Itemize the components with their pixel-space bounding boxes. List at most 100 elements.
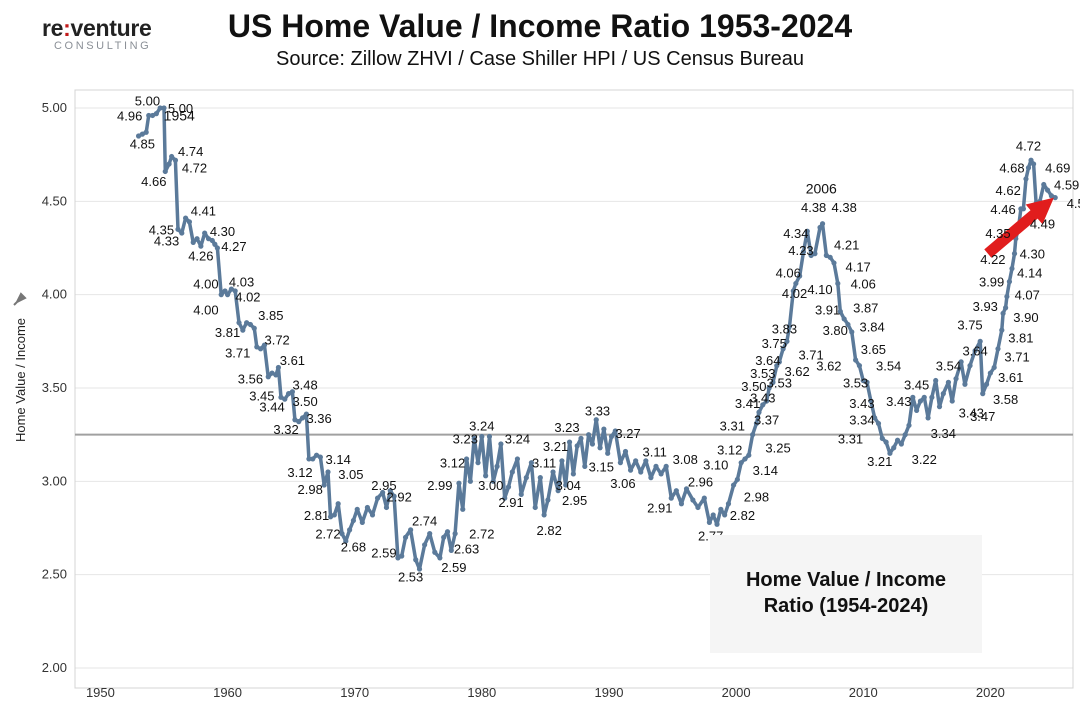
data-label: 3.11	[532, 456, 556, 471]
data-point	[335, 501, 341, 507]
data-label: 4.17	[845, 260, 870, 275]
data-label: 4.00	[193, 276, 218, 291]
data-label: 3.61	[280, 353, 305, 368]
data-label: 3.43	[886, 394, 911, 409]
data-point	[432, 549, 438, 555]
data-point	[490, 478, 496, 484]
data-label: 3.56	[238, 372, 263, 387]
data-label: 3.99	[979, 275, 1004, 290]
data-label: 2.59	[441, 560, 466, 575]
data-point	[790, 288, 796, 294]
data-point	[914, 407, 920, 413]
data-point	[545, 497, 551, 503]
x-tick-label: 2000	[722, 685, 751, 700]
pin-icon[interactable]	[13, 292, 27, 306]
data-point	[725, 501, 732, 507]
data-point	[218, 292, 224, 298]
data-point	[980, 391, 986, 397]
data-point	[597, 445, 603, 451]
data-point	[849, 329, 855, 335]
data-point	[593, 417, 599, 423]
y-tick-label: 2.00	[42, 660, 67, 675]
data-point	[523, 475, 529, 481]
data-label: 4.85	[130, 136, 155, 151]
data-label: 3.23	[453, 431, 478, 446]
data-label: 4.02	[235, 290, 260, 305]
data-point	[169, 153, 175, 160]
data-label: 3.43	[750, 390, 775, 405]
data-point	[730, 482, 737, 488]
data-point	[325, 469, 331, 475]
data-point	[537, 475, 543, 481]
data-point	[949, 398, 955, 404]
data-point	[391, 493, 397, 499]
data-point	[427, 531, 433, 537]
data-point	[483, 473, 489, 479]
annotation-label: 1954	[164, 107, 195, 123]
data-point	[714, 521, 720, 527]
data-point	[494, 463, 500, 469]
data-label: 4.34	[783, 226, 808, 241]
data-label: 3.34	[849, 413, 874, 428]
data-point	[343, 538, 349, 544]
data-point	[812, 251, 818, 257]
trend-arrow-icon	[984, 197, 1054, 258]
data-point	[612, 428, 618, 434]
data-point	[683, 486, 690, 492]
data-point	[770, 379, 776, 385]
data-label: 3.53	[767, 375, 792, 390]
data-point	[566, 439, 573, 445]
data-label: 3.64	[755, 353, 780, 368]
x-tick-label: 1950	[86, 685, 115, 700]
data-label: 3.22	[912, 452, 937, 467]
data-label: 2.95	[371, 478, 396, 493]
data-label: 3.90	[1013, 310, 1038, 325]
data-point	[827, 254, 833, 260]
data-point	[383, 504, 390, 511]
data-label: 4.72	[182, 161, 207, 176]
data-point	[837, 308, 843, 315]
data-point	[317, 454, 323, 460]
data-point	[555, 488, 561, 494]
data-label: 3.75	[957, 318, 982, 333]
data-point	[578, 435, 584, 441]
data-point	[910, 394, 916, 400]
data-point	[153, 111, 159, 117]
data-label: 4.14	[1017, 265, 1042, 280]
data-point	[261, 342, 268, 348]
legend-line-1: Home Value / Income	[745, 569, 947, 591]
data-label: 3.36	[306, 411, 331, 426]
data-point	[864, 379, 870, 385]
data-point	[746, 452, 752, 458]
data-point	[146, 112, 152, 119]
data-point	[658, 471, 664, 477]
data-point	[917, 398, 924, 404]
data-label: 2.91	[498, 495, 523, 510]
data-point	[764, 398, 770, 404]
data-point	[605, 450, 611, 456]
data-label: 3.65	[861, 342, 886, 357]
data-point	[143, 129, 149, 135]
data-label: 3.62	[816, 359, 841, 374]
data-point	[894, 437, 901, 443]
data-point	[1028, 157, 1034, 163]
data-label: 4.30	[1020, 247, 1045, 262]
data-point	[1030, 161, 1037, 167]
data-label: 4.35	[985, 226, 1010, 241]
data-point	[706, 519, 712, 526]
data-point	[831, 260, 837, 266]
data-point	[638, 469, 644, 475]
data-point	[653, 463, 659, 469]
data-point	[212, 241, 218, 247]
data-point	[402, 534, 409, 540]
data-label: 2.74	[412, 514, 437, 529]
data-label: 3.45	[904, 377, 929, 392]
data-label: 3.21	[543, 439, 568, 454]
data-point	[1023, 176, 1029, 182]
data-label: 4.00	[193, 303, 218, 318]
data-point	[643, 458, 649, 464]
y-axis-label: Home Value / Income	[13, 318, 28, 442]
data-point	[416, 566, 423, 572]
data-point	[936, 404, 943, 410]
